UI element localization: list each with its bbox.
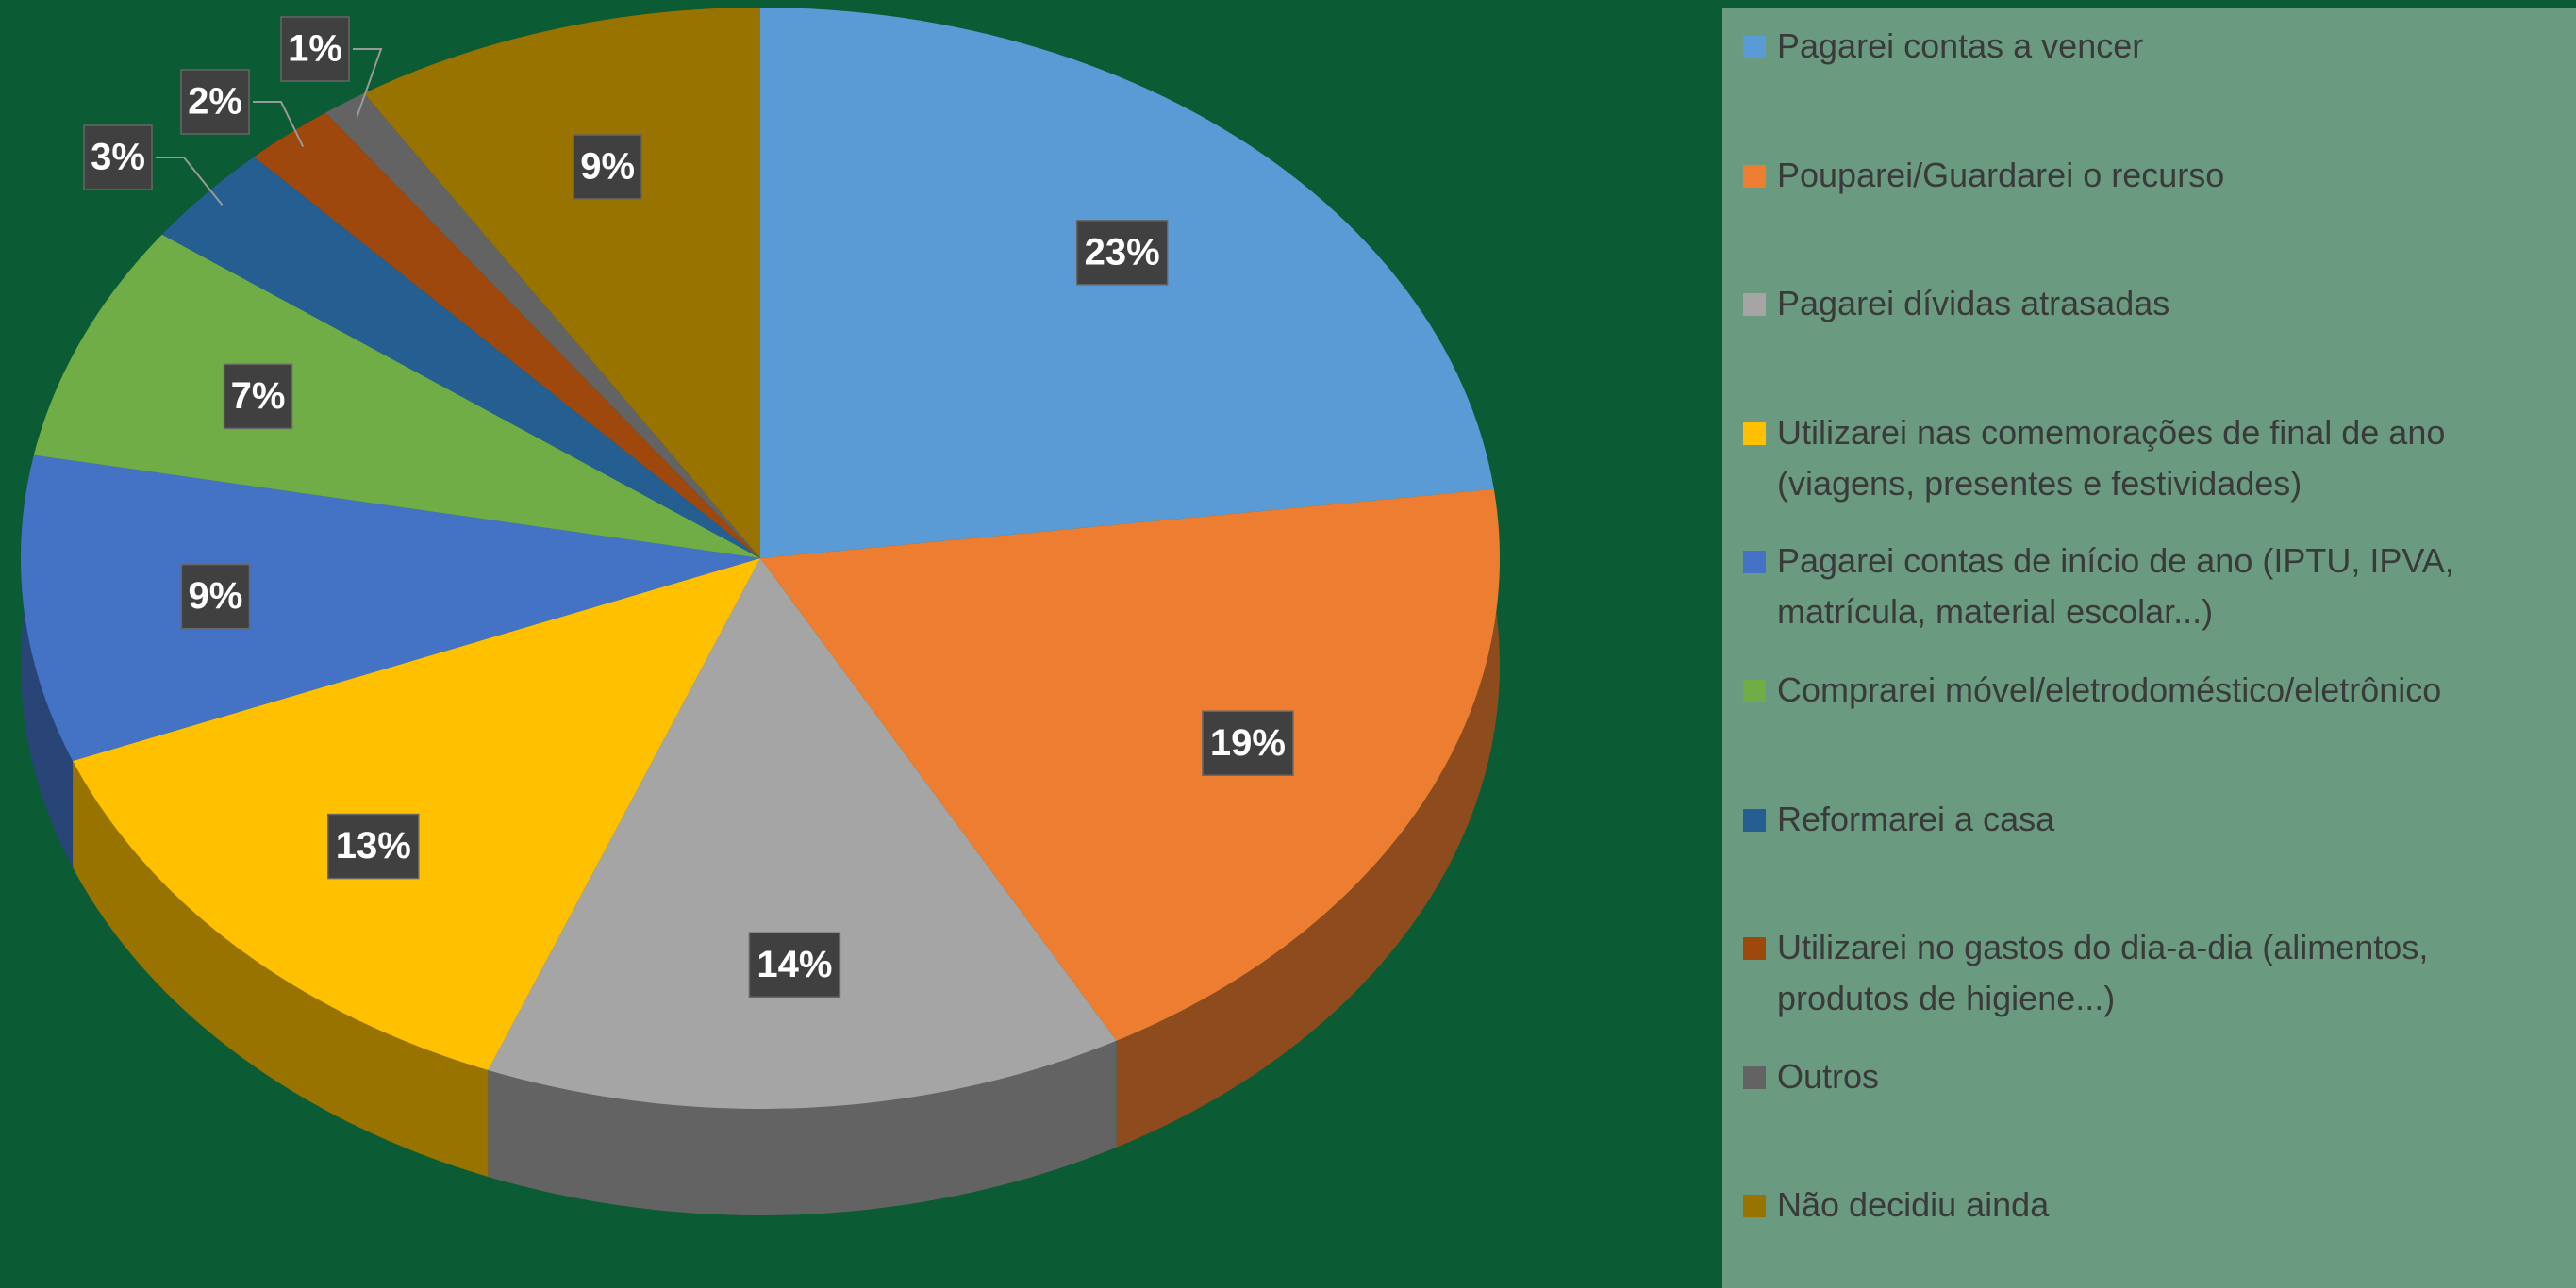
- label-box: [83, 124, 153, 190]
- legend-label: Pagarei contas de início de ano (IPTU, I…: [1777, 541, 2454, 632]
- pie-side: [488, 1040, 1117, 1215]
- legend-entry: Pouparei/Guardarei o recurso: [1743, 150, 2554, 201]
- legend-entry: Pagarei contas a vencer: [1743, 21, 2554, 72]
- leader-line: [353, 48, 383, 117]
- legend-swatch: [1743, 421, 1766, 445]
- legend: Pagarei contas a vencer Pouparei/Guardare…: [1722, 8, 2576, 1288]
- legend-label: Utilizarei nas comemorações de final de …: [1777, 412, 2446, 503]
- leader-line: [156, 157, 224, 206]
- label-box: [748, 932, 841, 999]
- leader-line: [253, 101, 305, 147]
- legend-swatch: [1743, 937, 1766, 961]
- pie-slice: [488, 558, 1117, 1109]
- legend-label: Não decidiu ainda: [1777, 1185, 2050, 1225]
- label-box: [1075, 220, 1169, 286]
- legend-entry: Comprarei móvel/eletrodoméstico/eletrôni…: [1743, 665, 2554, 716]
- pie-slice: [760, 488, 1500, 1041]
- data-label: 23%: [1085, 231, 1160, 272]
- legend-swatch: [1743, 36, 1766, 58]
- legend-entry: Reformarei a casa: [1743, 794, 2554, 845]
- pie-slice: [161, 157, 760, 558]
- legend-label: Outros: [1777, 1056, 1880, 1096]
- legend-label: Comprarei móvel/eletrodoméstico/eletrôni…: [1777, 670, 2442, 709]
- legend-entry: Não decidiu ainda: [1743, 1180, 2554, 1230]
- pie-slice: [325, 92, 760, 559]
- pie-side: [73, 760, 489, 1177]
- legend-entry: Pagarei dívidas atrasadas: [1743, 278, 2554, 329]
- legend-entry: Utilizarei nas comemorações de final de …: [1743, 407, 2554, 509]
- legend-label: Pouparei/Guardarei o recurso: [1777, 155, 2225, 194]
- label-box: [1202, 710, 1294, 776]
- data-label: 9%: [189, 575, 243, 617]
- legend-entry: Pagarei contas de início de ano (IPTU, I…: [1743, 536, 2554, 637]
- data-label: 19%: [1210, 722, 1286, 764]
- label-box: [180, 563, 251, 630]
- pie-slice: [33, 234, 761, 559]
- label-box: [223, 363, 293, 430]
- data-label: 14%: [756, 944, 832, 985]
- chart: 23% 19% 14% 13% 9% 7% 3% 2% 1% 9%: [21, 8, 1500, 1215]
- label-box: [573, 134, 642, 200]
- pie-side: [1116, 488, 1500, 1148]
- label-box: [280, 16, 350, 82]
- pie-slice: [363, 8, 760, 558]
- legend-swatch: [1743, 1065, 1766, 1089]
- legend-swatch: [1743, 551, 1766, 574]
- label-box: [180, 69, 250, 135]
- legend-label: Pagarei contas a vencer: [1777, 26, 2144, 65]
- legend-swatch: [1743, 293, 1766, 317]
- data-label: 13%: [336, 825, 411, 867]
- data-label: 3%: [91, 137, 145, 178]
- data-label: 2%: [188, 81, 242, 123]
- pie-slice: [21, 454, 760, 761]
- legend-label: Reformarei a casa: [1777, 799, 2055, 838]
- legend-swatch: [1743, 164, 1766, 188]
- label-box: [327, 813, 420, 880]
- legend-label: Utilizarei no gastos do dia-a-dia (alime…: [1777, 928, 2429, 1018]
- legend-entry: Utilizarei no gastos do dia-a-dia (alime…: [1743, 922, 2554, 1024]
- legend-swatch: [1743, 808, 1766, 832]
- data-label: 9%: [580, 146, 635, 188]
- data-label: 7%: [231, 375, 286, 417]
- legend-swatch: [1743, 1195, 1766, 1218]
- legend-entry: Outros: [1743, 1051, 2554, 1102]
- legend-swatch: [1743, 680, 1766, 702]
- legend-label: Pagarei dívidas atrasadas: [1777, 284, 2170, 323]
- pie-slice: [254, 112, 760, 559]
- data-label: 1%: [288, 28, 342, 70]
